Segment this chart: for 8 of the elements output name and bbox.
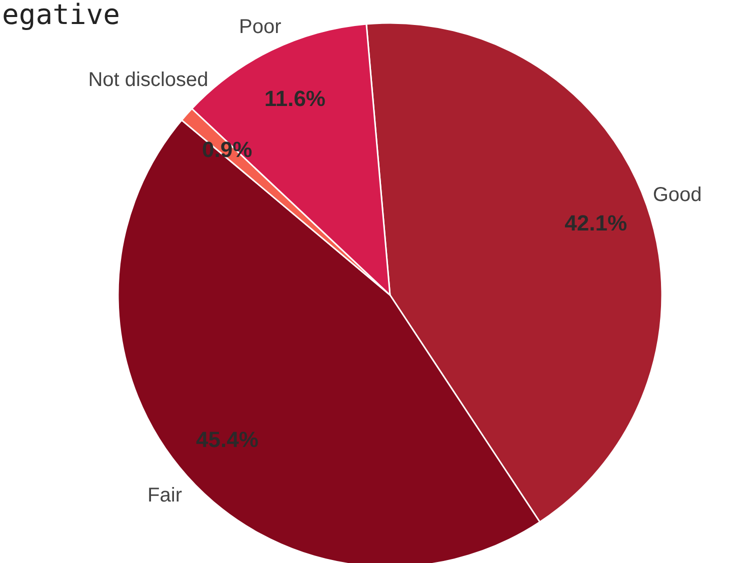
slice-label: Good [652,184,702,206]
data-label: 11.6% [264,86,326,111]
slice-label: Fair [148,484,182,507]
slice-label: Poor [239,16,282,38]
slice-label: Not disclosed [88,69,208,92]
chart-title: egative [2,0,120,31]
data-label: 42.1% [564,210,628,236]
data-label: 45.4% [196,427,258,452]
